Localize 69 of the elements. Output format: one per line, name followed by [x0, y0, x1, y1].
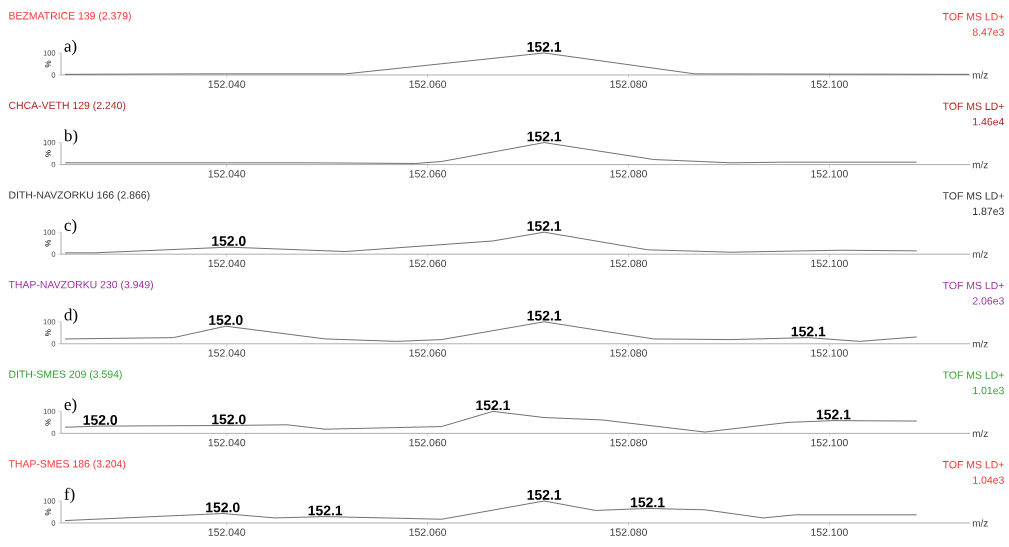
annotation: c): [64, 219, 77, 235]
x-tick-label: 152.060: [409, 349, 447, 357]
annotation: 152.0: [212, 236, 246, 246]
x-tick-label: 152.060: [409, 528, 447, 536]
x-axis-title: m/z: [972, 160, 988, 169]
annotation: 152.0: [206, 502, 240, 513]
x-axis-title: m/z: [972, 340, 988, 348]
x-tick-label: 152.060: [409, 259, 447, 268]
annotation: 152.1: [816, 409, 851, 420]
chart-title: DITH-SMES 209 (3.594): [9, 370, 122, 380]
x-tick-label: 152.040: [208, 528, 246, 536]
x-tick-label: 152.080: [610, 259, 647, 268]
x-tick-label: 152.080: [610, 528, 647, 536]
x-tick-label: 152.080: [610, 438, 647, 447]
chart-title: CHCA-VETH 129 (2.240): [9, 101, 126, 112]
chart-title: DITH-NAVZORKU 166 (2.866): [9, 191, 150, 201]
x-tick-label: 152.080: [610, 349, 647, 357]
x-tick-label: 152.040: [208, 170, 246, 178]
x-axis-title: m/z: [972, 429, 988, 438]
text: 1.04e3: [973, 476, 1004, 484]
annotation: 152.1: [476, 400, 510, 411]
text: 1.46e4: [973, 117, 1005, 126]
annotation: 152.1: [527, 489, 562, 500]
annotation: 152.0: [83, 415, 118, 425]
annotation: 152.0: [212, 414, 246, 425]
annotation: 152.0: [209, 315, 243, 325]
x-tick-label: 152.100: [811, 438, 848, 447]
text: TOF MS LD+: [942, 102, 1004, 110]
annotation: a): [64, 39, 77, 56]
chart-title: THAP-SMES 186 (3.204): [8, 459, 126, 470]
text: 2.06e3: [972, 297, 1004, 305]
annotation: 152.1: [527, 221, 562, 231]
annotation: 152.1: [308, 505, 343, 516]
chart-title: BEZMATRICE 139 (2.379): [9, 11, 131, 22]
text: TOF MS LD+: [942, 460, 1004, 469]
text: TOF MS LD+: [942, 281, 1004, 290]
annotation: f): [64, 487, 75, 504]
annotation: d): [64, 308, 78, 324]
x-tick-label: 152.040: [208, 349, 246, 357]
x-tick-label: 152.080: [610, 170, 647, 178]
x-tick-label: 152.040: [208, 259, 246, 268]
x-axis-title: m/z: [972, 250, 988, 258]
text: TOF MS LD+: [942, 12, 1004, 21]
x-tick-label: 152.100: [811, 170, 848, 178]
text: TOF MS LD+: [942, 371, 1004, 379]
x-tick-label: 152.100: [811, 528, 848, 536]
x-tick-label: 152.100: [811, 259, 848, 268]
x-tick-label: 152.100: [811, 80, 848, 88]
chart-title: THAP-NAVZORKU 230 (3.949): [8, 280, 153, 291]
annotation: 152.1: [791, 326, 826, 337]
x-axis-title: m/z: [972, 71, 988, 79]
x-tick-label: 152.080: [610, 80, 647, 88]
annotation: b): [63, 129, 78, 145]
x-tick-label: 152.100: [811, 349, 848, 357]
annotation: e): [64, 398, 77, 414]
text: 8.47e3: [972, 28, 1004, 36]
x-tick-label: 152.060: [409, 438, 447, 447]
annotation: 152.1: [631, 497, 665, 508]
text: 1.01e3: [973, 386, 1004, 395]
annotation: 152.1: [527, 310, 562, 321]
text: TOF MS LD+: [942, 192, 1004, 200]
x-axis-title: m/z: [972, 519, 988, 527]
x-tick-label: 152.060: [409, 170, 447, 178]
annotation: 152.1: [527, 41, 562, 52]
text: 1.87e3: [973, 207, 1004, 215]
x-tick-label: 152.040: [208, 80, 246, 88]
annotation: 152.1: [527, 131, 562, 142]
x-tick-label: 152.060: [409, 80, 447, 88]
x-tick-label: 152.040: [208, 438, 246, 447]
